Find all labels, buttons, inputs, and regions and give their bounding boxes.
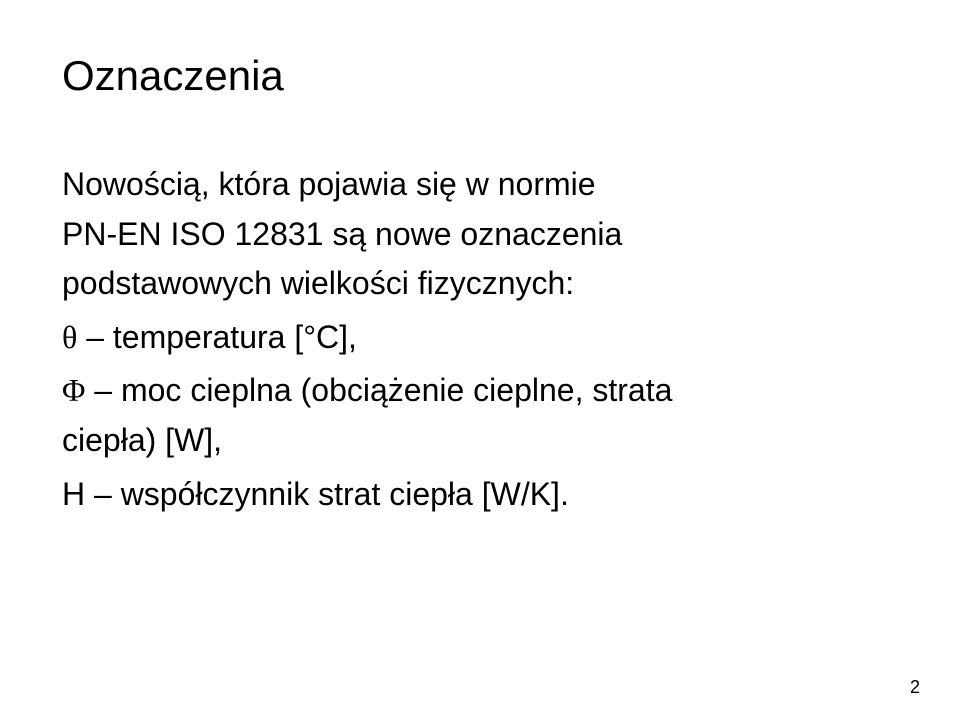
- definition-phi-line2: ciepła) [W],: [62, 422, 222, 458]
- definition-theta-text: – temperatura [°C],: [77, 319, 357, 355]
- slide-title: Oznaczenia: [62, 52, 900, 100]
- page-number: 2: [910, 677, 920, 698]
- definition-phi: Φ – moc cieplna (obciążenie cieplne, str…: [62, 366, 900, 465]
- intro-line-3: podstawowych wielkości fizycznych:: [62, 265, 574, 301]
- intro-line-2: PN-EN ISO 12831 są nowe oznaczenia: [62, 216, 622, 252]
- definition-phi-line1: – moc cieplna (obciążenie cieplne, strat…: [85, 372, 672, 408]
- intro-line-1: Nowością, która pojawia się w normie: [62, 166, 596, 202]
- symbol-phi: Φ: [62, 372, 85, 408]
- intro-paragraph: Nowością, która pojawia się w normie PN-…: [62, 160, 900, 309]
- slide-body: Nowością, która pojawia się w normie PN-…: [62, 160, 900, 519]
- slide: Oznaczenia Nowością, która pojawia się w…: [0, 0, 960, 720]
- definition-h: H – współczynnik strat ciepła [W/K].: [62, 470, 900, 520]
- symbol-theta: θ: [62, 319, 77, 355]
- definition-theta: θ – temperatura [°C],: [62, 313, 900, 363]
